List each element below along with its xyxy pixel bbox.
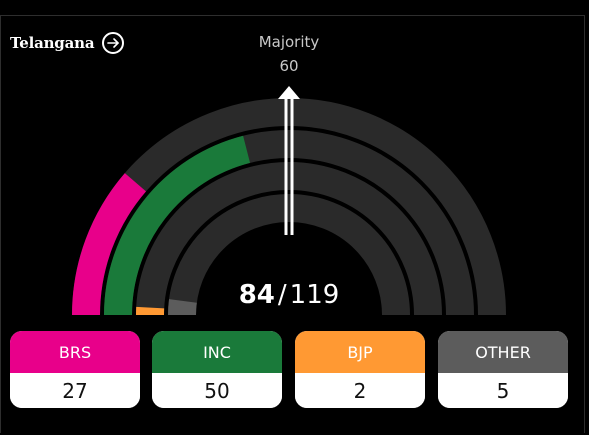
party-card-brs: BRS 27 <box>10 331 140 408</box>
party-name: BRS <box>10 331 140 373</box>
ring-group <box>72 97 506 316</box>
ring-segment-brs <box>72 173 147 316</box>
party-seats: 27 <box>10 373 140 408</box>
ring-track-other <box>168 194 410 316</box>
party-name: BJP <box>295 331 425 373</box>
header: Telangana <box>10 32 125 54</box>
majority-label: Majority <box>258 33 320 51</box>
arrow-right-circle-icon[interactable] <box>102 32 125 54</box>
seat-count: 84/119 <box>189 280 389 310</box>
ring-segment-other <box>168 299 197 316</box>
party-seats: 5 <box>438 373 568 408</box>
state-title: Telangana <box>10 34 95 52</box>
majority-arrow-head <box>278 86 300 99</box>
ring-segment-inc <box>104 135 251 316</box>
seats-total: 119 <box>289 280 340 310</box>
party-seats: 50 <box>152 373 282 408</box>
majority-marker <box>278 86 300 235</box>
party-card-other: OTHER 5 <box>438 331 568 408</box>
party-card-inc: INC 50 <box>152 331 282 408</box>
seat-separator: / <box>277 280 287 310</box>
party-seats: 2 <box>295 373 425 408</box>
party-name: INC <box>152 331 282 373</box>
party-name: OTHER <box>438 331 568 373</box>
majority-value: 60 <box>279 57 299 75</box>
party-card-bjp: BJP 2 <box>295 331 425 408</box>
ring-track-bjp <box>136 162 442 316</box>
widget-frame <box>0 15 585 433</box>
seats-won: 84 <box>238 280 275 310</box>
